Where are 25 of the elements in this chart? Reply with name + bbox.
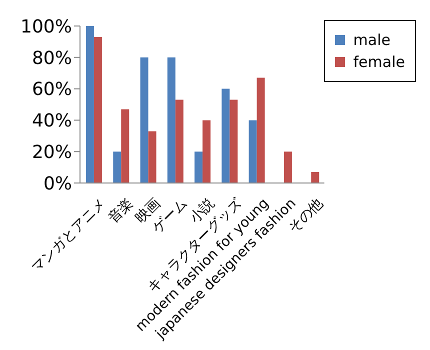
bar — [167, 57, 176, 183]
y-tick-label: 40% — [32, 110, 72, 132]
bar — [248, 120, 257, 183]
bar — [113, 152, 122, 183]
y-tick-label: 0% — [43, 173, 72, 194]
bar — [140, 57, 148, 183]
y-tick-label: 80% — [32, 48, 72, 69]
bar — [194, 152, 203, 183]
bar — [222, 88, 230, 183]
bar — [86, 26, 94, 183]
legend-label: female — [353, 53, 405, 71]
legend-label: male — [353, 31, 390, 49]
bar — [148, 131, 156, 183]
y-tick-label: 100% — [20, 16, 72, 38]
bar — [121, 109, 130, 183]
bar — [94, 36, 102, 183]
x-tick-label: マンガとアニメ — [28, 195, 110, 276]
bar — [311, 172, 320, 183]
bar — [256, 78, 265, 183]
y-tick-label: 20% — [32, 142, 72, 163]
bar — [230, 100, 238, 183]
bar — [284, 152, 292, 183]
bar — [202, 120, 211, 183]
y-tick-label: 60% — [32, 79, 72, 100]
bar — [175, 100, 184, 183]
